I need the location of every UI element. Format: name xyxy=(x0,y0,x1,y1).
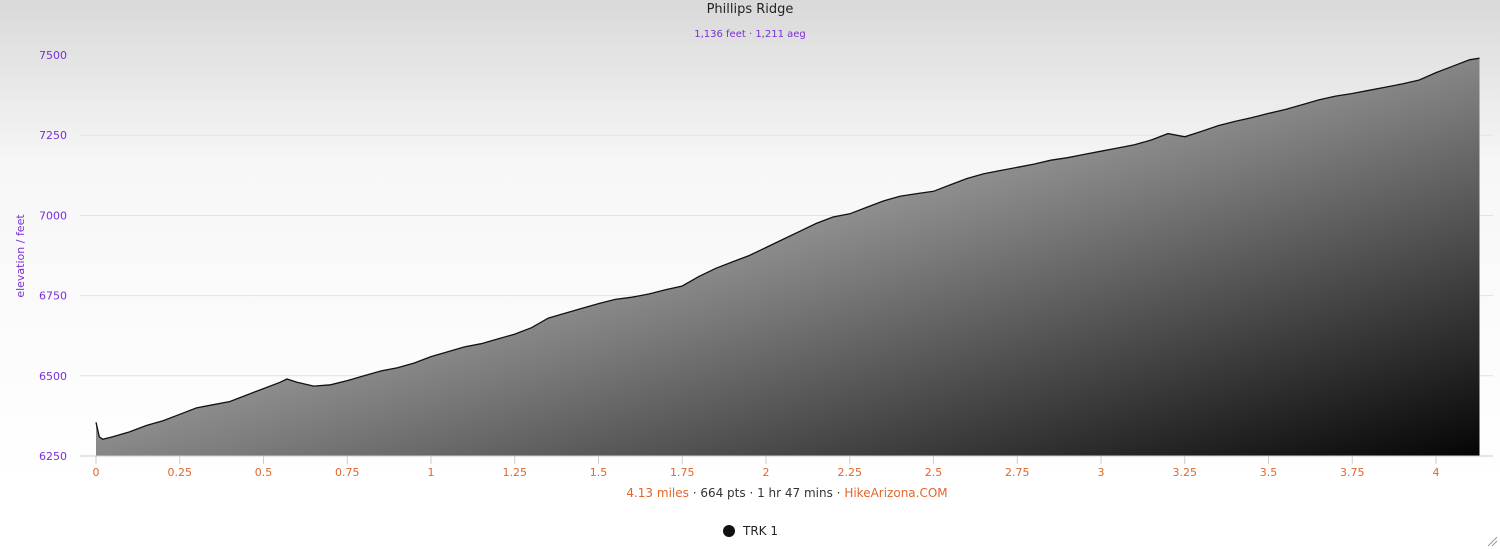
x-tick-label: 0.25 xyxy=(168,466,193,479)
x-tick-label: 1.75 xyxy=(670,466,695,479)
x-tick-label: 1.5 xyxy=(590,466,608,479)
y-axis-label: elevation / feet xyxy=(14,214,27,298)
x-tick-label: 3.75 xyxy=(1340,466,1365,479)
chart-subtitle: 1,136 feet · 1,211 aeg xyxy=(694,29,806,40)
x-tick-label: 2 xyxy=(763,466,770,479)
legend-label: TRK 1 xyxy=(742,524,778,538)
y-tick-label: 6500 xyxy=(39,370,67,383)
footer-duration: 1 hr 47 mins xyxy=(757,486,833,500)
y-tick-label: 6750 xyxy=(39,290,67,303)
y-tick-label: 7250 xyxy=(39,129,67,142)
x-tick-label: 1 xyxy=(428,466,435,479)
x-tick-label: 4 xyxy=(1433,466,1440,479)
y-tick-label: 7500 xyxy=(39,49,67,62)
legend-item-trk1[interactable]: TRK 1 xyxy=(723,524,778,538)
footer-separator: · xyxy=(833,486,844,500)
elevation-area xyxy=(96,58,1480,456)
x-tick-label: 0.75 xyxy=(335,466,360,479)
x-tick-label: 0.5 xyxy=(255,466,273,479)
chart-title: Phillips Ridge xyxy=(707,2,794,17)
x-ticks: 0 0.25 0.5 0.75 1 1.25 1.5 1.75 2 2.25 2.5 2.75 3 3.2… xyxy=(93,456,1440,479)
elevation-line xyxy=(95,57,1480,441)
footer-stats: 4.13 miles · 664 pts · 1 hr 47 mins · Hi… xyxy=(626,486,947,500)
area-series xyxy=(95,57,1480,456)
x-tick-label: 2.5 xyxy=(925,466,943,479)
footer-separator: · xyxy=(746,486,757,500)
x-tick-label: 3.25 xyxy=(1173,466,1198,479)
footer-separator: · xyxy=(689,486,700,500)
x-tick-label: 2.25 xyxy=(838,466,863,479)
footer-distance: 4.13 miles xyxy=(626,486,689,500)
x-tick-label: 1.25 xyxy=(503,466,528,479)
y-tick-label: 6250 xyxy=(39,450,67,463)
footer-source-link[interactable]: HikeArizona.COM xyxy=(844,486,947,500)
x-tick-label: 2.75 xyxy=(1005,466,1030,479)
y-ticks: 6250 6500 6750 7000 7250 7500 xyxy=(39,49,67,463)
x-tick-label: 0 xyxy=(93,466,100,479)
y-tick-label: 7000 xyxy=(39,209,67,222)
footer-points: 664 pts xyxy=(700,486,745,500)
resize-grip-icon[interactable] xyxy=(1487,536,1498,547)
legend-marker xyxy=(723,525,735,537)
x-tick-label: 3 xyxy=(1098,466,1105,479)
x-tick-label: 3.5 xyxy=(1260,466,1278,479)
